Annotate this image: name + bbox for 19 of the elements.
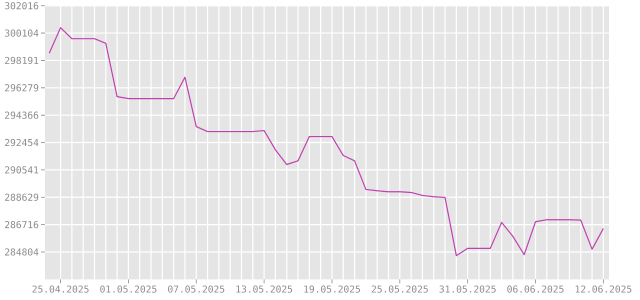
x-tick-label: 12.06.2025 bbox=[576, 285, 632, 293]
y-tick-label: 298191 bbox=[5, 56, 38, 64]
y-tick-label: 300104 bbox=[4, 29, 38, 37]
x-tick-label: 25.05.2025 bbox=[372, 285, 428, 293]
y-tick-label: 296279 bbox=[5, 84, 38, 92]
x-tick-label: 31.05.2025 bbox=[440, 285, 496, 293]
x-tick-label: 07.05.2025 bbox=[168, 285, 224, 293]
y-tick-label: 294366 bbox=[5, 112, 38, 119]
y-tick-label: 292454 bbox=[5, 138, 38, 146]
x-tick-label: 06.06.2025 bbox=[507, 285, 564, 293]
x-tick-label: 13.05.2025 bbox=[236, 285, 292, 293]
y-tick-label: 302016 bbox=[4, 2, 38, 10]
y-tick-label: 286716 bbox=[5, 220, 38, 228]
y-tick-label: 284804 bbox=[5, 248, 38, 256]
x-tick-label: 01.05.2025 bbox=[100, 285, 156, 293]
y-tick-label: 288629 bbox=[5, 194, 38, 201]
x-tick-label: 25.04.2025 bbox=[32, 285, 89, 293]
x-tick-label: 19.05.2025 bbox=[304, 285, 360, 293]
y-tick-label: 290541 bbox=[5, 166, 38, 174]
